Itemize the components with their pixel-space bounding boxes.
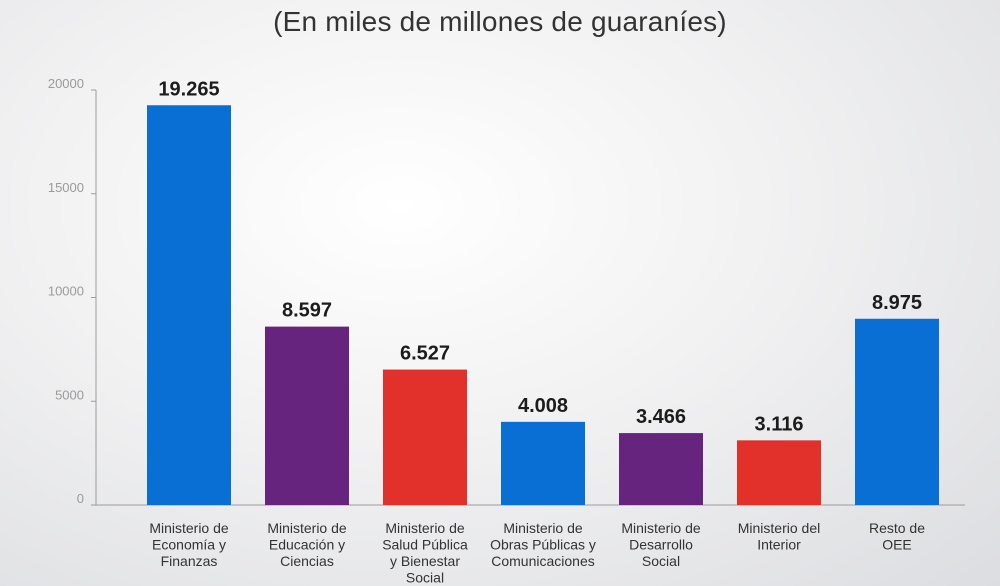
x-tick-label-line: Economía y <box>152 537 226 553</box>
data-label: 3.466 <box>636 406 686 428</box>
x-tick-label-line: Comunicaciones <box>491 553 595 569</box>
x-tick-label-line: Social <box>406 570 444 586</box>
x-tick-label: Ministerio de Desarrollo Social <box>621 520 701 569</box>
x-tick-label-line: Interior <box>757 537 801 553</box>
y-tick-label: 15000 <box>48 180 84 195</box>
x-tick-label: Ministerio de Economía y Finanzas <box>149 520 229 569</box>
data-label: 4.008 <box>518 395 568 417</box>
x-tick-label-line: Ministerio de <box>385 520 465 536</box>
bar <box>855 318 939 505</box>
x-tick-label-line: Ministerio de <box>621 520 701 536</box>
x-tick-label: Ministerio de Educación y Ciencias <box>267 520 347 569</box>
x-tick-label-line: Resto de <box>869 520 925 536</box>
x-tick-label-line: Ministerio de <box>149 520 229 536</box>
x-tick-label: Ministerio de Obras Públicas y Comunicacio… <box>490 520 596 569</box>
x-tick-label-line: y Bienestar <box>390 553 460 569</box>
bar <box>265 326 349 505</box>
y-tick-label: 0 <box>77 491 84 506</box>
bar <box>737 440 821 505</box>
bar <box>501 421 585 505</box>
data-label: 8.597 <box>282 300 332 322</box>
bar <box>383 369 467 505</box>
data-label: 3.116 <box>755 413 804 435</box>
x-tick-label: Ministerio de Salud Pública y Bienestar Soc… <box>382 520 468 586</box>
data-label: 6.527 <box>400 343 450 365</box>
x-tick-label-line: Social <box>642 553 680 569</box>
bars <box>147 105 939 505</box>
x-tick-label-line: Ministerio del <box>738 520 820 536</box>
x-tick-label-line: Obras Públicas y <box>490 537 596 553</box>
x-tick-label-line: Educación y <box>269 537 345 553</box>
x-tick-label-line: Ministerio de <box>503 520 583 536</box>
x-tick-label-line: OEE <box>882 537 912 553</box>
y-tick-label: 5000 <box>55 387 84 402</box>
x-tick-label: Ministerio del Interior <box>738 520 820 553</box>
x-tick-label-line: Ministerio de <box>267 520 347 536</box>
x-tick-label-line: Ciencias <box>280 553 334 569</box>
bar <box>619 433 703 505</box>
y-tick-label: 10000 <box>48 284 84 299</box>
data-label: 19.265 <box>158 78 219 100</box>
x-tick-label: Resto de OEE <box>869 520 925 553</box>
y-tick-label: 20000 <box>48 76 84 91</box>
chart-title: (En miles de millones de guaraníes) <box>273 6 727 37</box>
x-tick-label-line: Salud Pública <box>382 537 468 553</box>
x-tick-label-line: Finanzas <box>161 553 218 569</box>
bar <box>147 105 231 505</box>
x-tick-label-line: Desarrollo <box>629 537 693 553</box>
data-label: 8.975 <box>872 292 922 314</box>
